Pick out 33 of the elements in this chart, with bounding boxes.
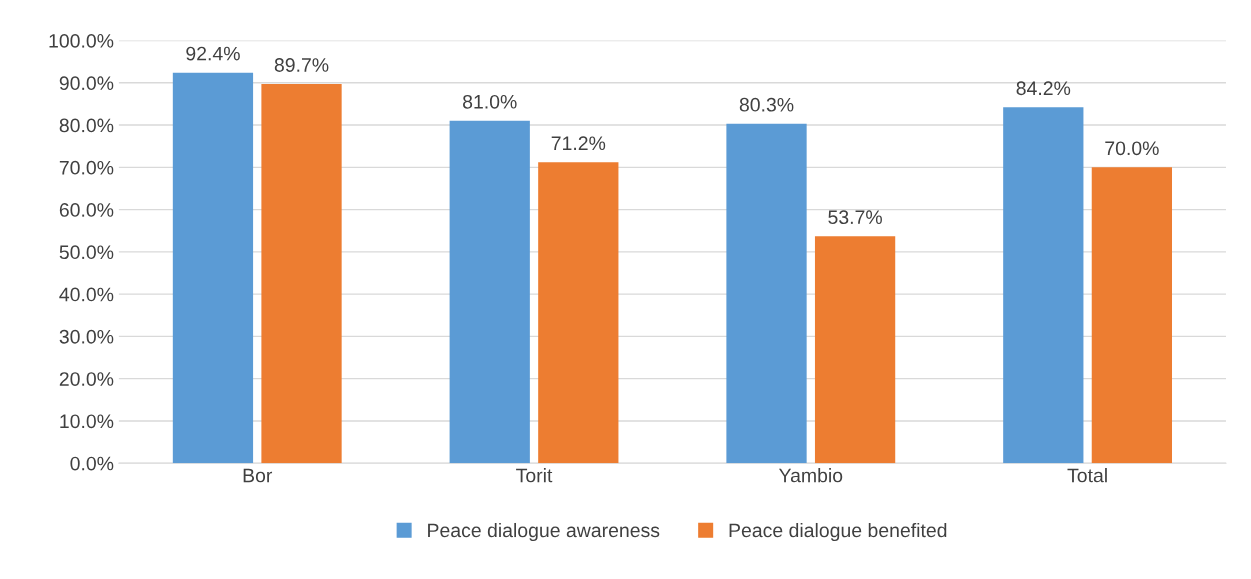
bar (172, 72, 254, 464)
x-tick-label: Yambio (778, 468, 843, 483)
data-label: 70.0% (1105, 141, 1159, 156)
x-tick-label: Torit (516, 468, 553, 483)
data-label: 81.0% (463, 94, 517, 109)
bar (1003, 107, 1084, 464)
bar (1091, 167, 1173, 464)
y-tick-label: 30.0% (59, 329, 114, 344)
y-tick-label: 90.0% (59, 76, 114, 91)
bar (726, 123, 807, 464)
y-tick-label: 20.0% (59, 372, 114, 386)
y-tick-label: 0.0% (70, 456, 114, 471)
y-tick-label: 70.0% (59, 160, 114, 175)
bar (449, 120, 530, 464)
data-label: 84.2% (1016, 81, 1071, 96)
data-label: 53.7% (828, 210, 882, 225)
y-tick-label: 80.0% (59, 118, 114, 133)
y-tick-label: 100.0% (49, 34, 114, 48)
x-tick-label: Bor (243, 468, 273, 483)
legend-label: Peace dialogue benefited (729, 522, 947, 542)
data-label: 80.3% (739, 97, 794, 112)
bar (814, 236, 896, 464)
legend-label: Peace dialogue awareness (428, 522, 660, 542)
y-tick-label: 60.0% (59, 203, 114, 217)
y-tick-label: 50.0% (59, 245, 114, 260)
data-label: 89.7% (274, 58, 329, 72)
y-tick-label: 10.0% (60, 414, 114, 429)
data-label: 71.2% (551, 136, 606, 151)
x-tick-label: Total (1067, 468, 1107, 483)
data-label: 92.4% (186, 46, 240, 61)
bar (538, 162, 619, 464)
bar (261, 84, 342, 464)
y-tick-label: 40.0% (59, 287, 114, 302)
